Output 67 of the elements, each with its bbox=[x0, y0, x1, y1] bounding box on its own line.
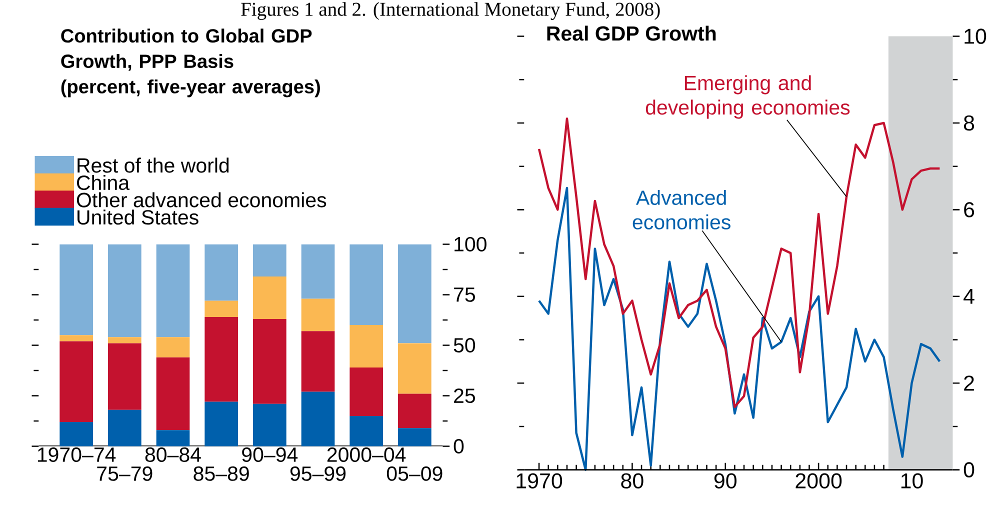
bar bbox=[108, 337, 142, 344]
bar bbox=[156, 357, 190, 430]
bar bbox=[204, 300, 238, 317]
bar bbox=[60, 244, 93, 336]
x-tick-label: 90 bbox=[714, 473, 736, 488]
bar bbox=[398, 428, 432, 446]
y-tick-label: 4 bbox=[964, 288, 974, 304]
bar bbox=[398, 244, 432, 344]
line-series bbox=[538, 117, 941, 408]
bar bbox=[60, 335, 93, 342]
bar bbox=[350, 324, 384, 368]
x-tick-label: 05–09 bbox=[386, 466, 442, 481]
bar bbox=[301, 392, 335, 446]
bar bbox=[204, 402, 238, 446]
y-tick-label: 2 bbox=[964, 376, 974, 391]
bar bbox=[204, 316, 238, 402]
bar bbox=[108, 343, 142, 410]
chart-subtitle: (percent, five-year averages) bbox=[61, 79, 320, 98]
bar bbox=[301, 331, 335, 392]
chart-title: Contribution to Global GDP Growth, PPP Basis bbox=[61, 28, 312, 71]
x-tick-label: 1970–74 bbox=[38, 447, 116, 462]
y-tick-label: 10 bbox=[964, 28, 986, 44]
y-tick-label: 75 bbox=[454, 288, 475, 302]
x-tick-label: 2000 bbox=[796, 473, 842, 488]
bar bbox=[156, 337, 190, 358]
x-tick-label: 1970 bbox=[516, 473, 562, 488]
bar bbox=[301, 298, 335, 332]
bar bbox=[156, 430, 190, 446]
x-tick-label: 90–94 bbox=[242, 447, 298, 462]
bar bbox=[156, 244, 190, 338]
bar bbox=[253, 276, 286, 319]
x-tick-label: 80–84 bbox=[145, 447, 201, 462]
legend-label: United States bbox=[78, 210, 198, 225]
bar bbox=[398, 394, 432, 428]
bar bbox=[60, 341, 93, 422]
bar bbox=[253, 244, 286, 276]
y-tick-label: 25 bbox=[454, 388, 475, 403]
x-tick-label: 10 bbox=[901, 473, 923, 488]
legend-label: China bbox=[77, 174, 130, 190]
y-tick-label: 6 bbox=[964, 202, 974, 218]
bar bbox=[253, 318, 286, 404]
bar bbox=[60, 422, 93, 446]
bar bbox=[398, 343, 432, 394]
bar bbox=[350, 416, 384, 446]
text: Figures 1 and 2. (International Monetary Fund, 2008) bbox=[241, 2, 660, 20]
bar bbox=[350, 244, 384, 325]
bar bbox=[350, 367, 384, 416]
legend-label: Rest of the world bbox=[78, 158, 229, 173]
bar bbox=[108, 410, 142, 446]
text: Advanced economies bbox=[632, 190, 730, 230]
bar bbox=[204, 244, 238, 301]
series-label: Emerging and developing economies bbox=[646, 75, 850, 119]
x-tick-label: 95–99 bbox=[290, 466, 346, 481]
y-tick-label: 100 bbox=[454, 236, 486, 252]
bar bbox=[301, 244, 335, 299]
x-tick-label: 80 bbox=[621, 473, 644, 488]
y-tick-label: 0 bbox=[964, 462, 974, 478]
x-tick-label: 75–79 bbox=[97, 466, 152, 481]
bar bbox=[108, 244, 142, 338]
x-tick-label: 2000–04 bbox=[327, 447, 406, 462]
y-tick-label: 50 bbox=[454, 338, 476, 352]
y-tick-label: 0 bbox=[454, 438, 464, 454]
x-tick-label: 85–89 bbox=[194, 466, 249, 481]
chart-title: Real GDP Growth bbox=[547, 26, 716, 41]
y-tick-label: 8 bbox=[964, 115, 974, 131]
legend-label: Other advanced economies bbox=[76, 192, 326, 208]
bar bbox=[253, 404, 286, 446]
